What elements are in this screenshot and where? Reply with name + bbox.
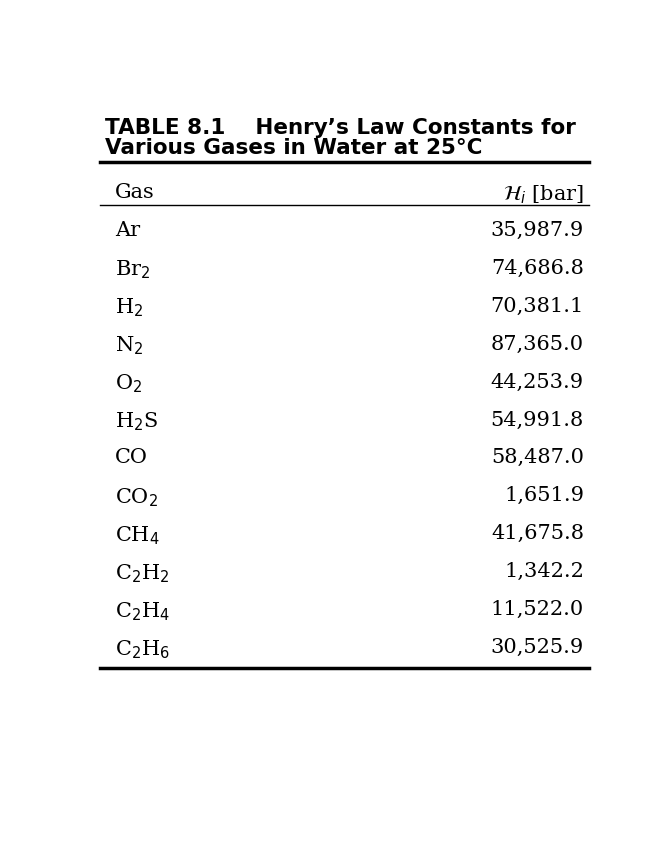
Text: TABLE 8.1    Henry’s Law Constants for: TABLE 8.1 Henry’s Law Constants for bbox=[105, 118, 576, 138]
Text: 41,675.8: 41,675.8 bbox=[491, 524, 584, 543]
Text: CO$_2$: CO$_2$ bbox=[116, 486, 159, 509]
Text: CH$_4$: CH$_4$ bbox=[116, 524, 160, 547]
Text: C$_2$H$_6$: C$_2$H$_6$ bbox=[116, 638, 170, 661]
Text: 1,651.9: 1,651.9 bbox=[504, 486, 584, 505]
Text: 70,381.1: 70,381.1 bbox=[491, 296, 584, 316]
Text: 30,525.9: 30,525.9 bbox=[491, 638, 584, 657]
Text: 87,365.0: 87,365.0 bbox=[491, 335, 584, 353]
Text: Br$_2$: Br$_2$ bbox=[116, 259, 151, 281]
Text: N$_2$: N$_2$ bbox=[116, 335, 144, 357]
Text: O$_2$: O$_2$ bbox=[116, 373, 142, 395]
Text: 35,987.9: 35,987.9 bbox=[491, 221, 584, 240]
Text: H$_2$S: H$_2$S bbox=[116, 410, 159, 433]
Text: 44,253.9: 44,253.9 bbox=[491, 373, 584, 391]
Text: 54,991.8: 54,991.8 bbox=[491, 410, 584, 430]
Text: CO: CO bbox=[116, 448, 148, 467]
Text: 58,487.0: 58,487.0 bbox=[491, 448, 584, 467]
Text: Gas: Gas bbox=[116, 183, 155, 202]
Text: $\mathcal{H}_i$ [bar]: $\mathcal{H}_i$ [bar] bbox=[503, 183, 584, 205]
Text: 74,686.8: 74,686.8 bbox=[491, 259, 584, 278]
Text: 1,342.2: 1,342.2 bbox=[504, 562, 584, 581]
Text: 11,522.0: 11,522.0 bbox=[491, 600, 584, 619]
Text: C$_2$H$_4$: C$_2$H$_4$ bbox=[116, 600, 170, 622]
Text: Ar: Ar bbox=[116, 221, 140, 240]
Text: Various Gases in Water at 25°C: Various Gases in Water at 25°C bbox=[105, 138, 482, 158]
Text: H$_2$: H$_2$ bbox=[116, 296, 144, 319]
Text: C$_2$H$_2$: C$_2$H$_2$ bbox=[116, 562, 169, 585]
